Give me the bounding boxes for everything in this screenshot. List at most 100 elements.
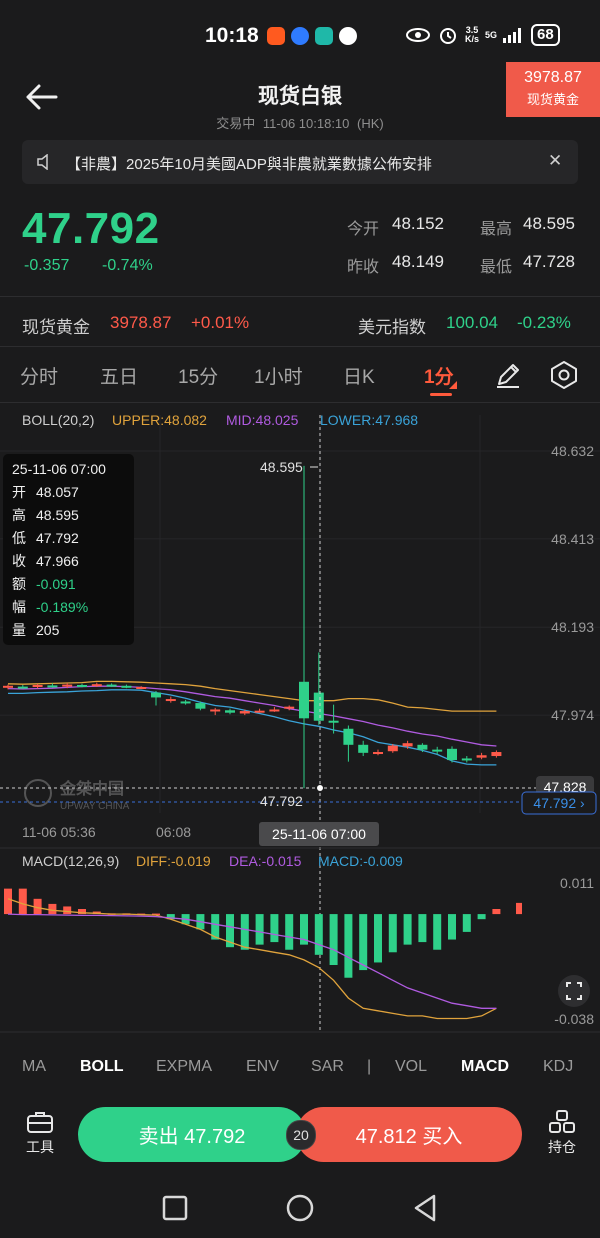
settings-hexagon-icon[interactable] (549, 360, 579, 390)
macd-histogram-bar (462, 914, 471, 932)
positions-button[interactable]: 持仓 (540, 1110, 584, 1157)
tab-1-hour[interactable]: 1小时 (254, 367, 303, 388)
price-change: -0.357 (24, 257, 70, 274)
boll-lower-line (8, 689, 497, 766)
net-speed: 3.5 K/s (465, 25, 480, 44)
status-indicators: 3.5 K/s 5G 68 (405, 22, 560, 48)
ref-gold-label[interactable]: 现货黄金 (22, 318, 90, 337)
candlesticks (3, 465, 502, 789)
macd-diff-label: DIFF:-0.019 (136, 853, 211, 869)
high-marker-label: 48.595 (260, 459, 303, 475)
candle-body (328, 720, 339, 723)
candle-body (17, 686, 28, 689)
back-button[interactable] (24, 82, 60, 112)
candle-body (77, 684, 87, 687)
indicator-tab-vol[interactable]: VOL (395, 1058, 428, 1075)
macd-histogram-bar (433, 914, 442, 950)
divider (0, 346, 600, 347)
expand-icon (566, 982, 582, 1000)
candle-body (476, 755, 487, 758)
gold-price-badge[interactable]: 3978.87 现货黄金 (506, 62, 600, 117)
macd-histogram-bar (270, 914, 279, 943)
pencil-icon[interactable] (494, 362, 522, 390)
spread-badge: 20 (286, 1120, 316, 1150)
candle-body (373, 752, 383, 755)
tab-15-min[interactable]: 15分 (178, 367, 219, 388)
y-tick-label: 48.413 (551, 531, 594, 547)
indicator-tab-expma[interactable]: EXPMA (156, 1058, 213, 1075)
tooltip-value: 47.966 (36, 553, 79, 569)
high-label: 最高 (480, 221, 513, 238)
tab-five-day[interactable]: 五日 (100, 367, 139, 388)
tooltip-value: 48.057 (36, 484, 79, 500)
eye-icon (406, 28, 430, 42)
positions-label: 持仓 (548, 1139, 576, 1155)
prev-close-value: 48.149 (392, 252, 444, 271)
tools-button[interactable]: 工具 (20, 1110, 60, 1157)
boll-lower-label: LOWER:47.968 (320, 412, 418, 428)
price-chart[interactable]: BOLL(20,2) UPPER:48.082 MID:48.025 LOWER… (0, 403, 600, 1033)
indicator-tab-kdj[interactable]: KDJ (543, 1058, 574, 1075)
candle-body (136, 687, 147, 690)
back-nav-button[interactable] (414, 1194, 436, 1222)
candle-body (417, 744, 428, 750)
active-tab-indicator (430, 393, 452, 396)
watermark-subtext: UPWAY CHINA (60, 801, 130, 812)
news-notice-bar[interactable]: 【非農】2025年10月美國ADP與非農就業數據公佈安排 ✕ (22, 140, 578, 184)
macd-histogram-bar (226, 914, 234, 948)
tab-timeshare[interactable]: 分时 (20, 367, 59, 388)
ref-usd-index-change: -0.23% (517, 313, 571, 332)
ref-usd-index-label[interactable]: 美元指数 (358, 318, 426, 337)
macd-histogram-bar (4, 888, 12, 915)
indicator-tab-macd[interactable]: MACD (461, 1058, 509, 1075)
indicator-tab-sar[interactable]: SAR (311, 1058, 344, 1075)
recents-button[interactable] (162, 1195, 188, 1221)
watermark: 金桀中国 UPWAY CHINA (24, 779, 130, 812)
buy-button[interactable]: 47.812 买入 (296, 1107, 522, 1162)
indicator-tab-ma[interactable]: MA (22, 1058, 46, 1075)
high-value: 48.595 (523, 214, 575, 233)
candle-body (106, 684, 117, 687)
divider (0, 296, 600, 297)
prev-close-label: 昨收 (347, 259, 380, 276)
battery-indicator: 68 (531, 24, 560, 46)
low-value: 47.728 (523, 252, 575, 271)
tooltip-value: -0.091 (36, 576, 76, 592)
tab-1-min[interactable]: 1分 (424, 367, 454, 388)
macd-histogram-bar (48, 903, 57, 915)
home-button[interactable] (286, 1194, 314, 1222)
tooltip-label: 幅 (12, 599, 26, 615)
crosshair-point (317, 785, 323, 791)
indicator-tab-boll[interactable]: BOLL (80, 1058, 124, 1075)
sell-button[interactable]: 卖出 47.792 (78, 1107, 306, 1162)
tooltip-label: 高 (12, 507, 26, 523)
tooltip-label: 25-11-06 07:00 (12, 461, 106, 477)
logo-icon (24, 779, 52, 807)
macd-title: MACD(12,26,9) (22, 853, 119, 869)
macd-histogram-bar (211, 914, 220, 940)
macd-histogram-bar (63, 906, 72, 915)
crosshair-time-tag (259, 822, 379, 846)
tooltip-label: 开 (12, 484, 26, 500)
gold-badge-price: 3978.87 (524, 69, 582, 86)
candle-body (387, 745, 398, 752)
indicator-tab-env[interactable]: ENV (246, 1058, 279, 1075)
close-icon[interactable]: ✕ (548, 151, 563, 170)
boll-upper-line (7, 680, 497, 712)
candle-body (447, 748, 457, 761)
app-notification-icon (291, 27, 309, 45)
macd-diff-line (7, 898, 497, 1020)
app-notification-icon (315, 27, 333, 45)
macd-plot (4, 888, 522, 1020)
arrow-left-icon (26, 84, 58, 110)
tab-daily-k[interactable]: 日K (343, 367, 375, 388)
macd-histogram-bar (492, 909, 501, 915)
macd-y-tick-bottom: -0.038 (554, 1011, 594, 1027)
fullscreen-button[interactable] (558, 975, 590, 1007)
tools-label: 工具 (26, 1139, 54, 1155)
ref-gold-change: +0.01% (191, 313, 250, 332)
macd-histogram-bar (403, 914, 412, 945)
macd-histogram-bar (152, 913, 160, 916)
fullscreen-button-bg[interactable] (558, 975, 590, 1007)
macd-y-tick-top: 0.011 (560, 875, 594, 891)
